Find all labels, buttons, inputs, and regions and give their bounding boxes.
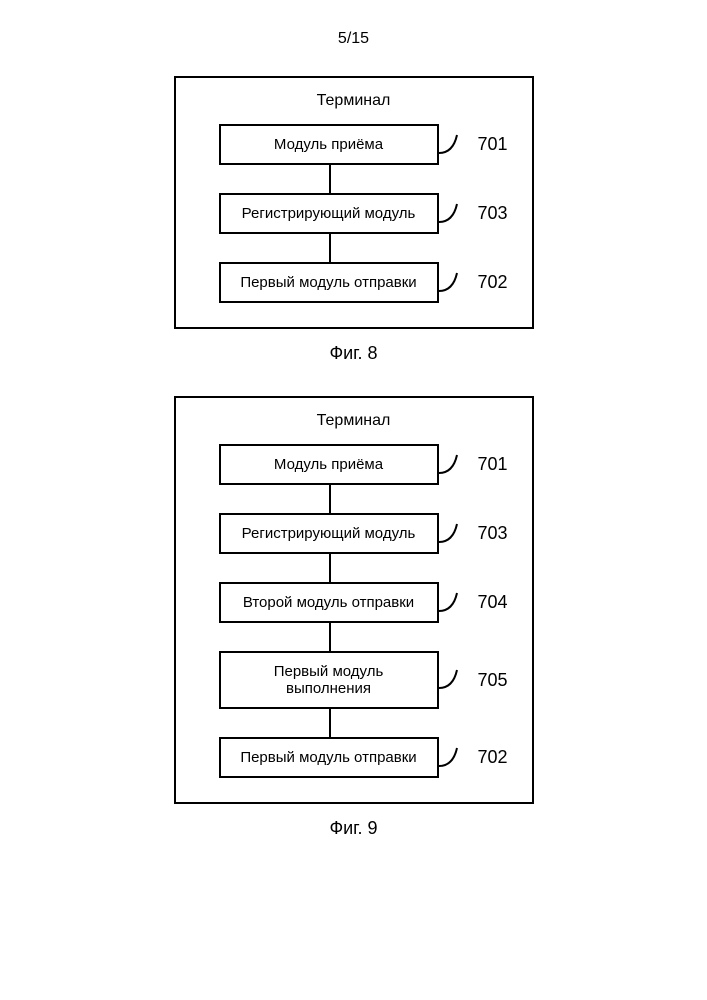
block-row: Второй модуль отправки 704 — [194, 582, 514, 623]
module-box: Второй модуль отправки — [219, 582, 439, 623]
figure-title: Терминал — [194, 92, 514, 110]
blocks-column: Модуль приёма 701 Регистрирующий модуль 703… — [194, 124, 514, 303]
leader-line — [439, 668, 461, 692]
leader-line — [439, 746, 461, 770]
module-box: Регистрирующий модуль — [219, 193, 439, 234]
module-box: Модуль приёма — [219, 124, 439, 165]
module-box: Регистрирующий модуль — [219, 513, 439, 554]
block-row: Первый модуль отправки 702 — [194, 737, 514, 778]
leader-line — [439, 133, 461, 157]
figure-caption: Фиг. 9 — [0, 818, 707, 839]
block-row: Модуль приёма 701 — [194, 124, 514, 165]
reference-number: 703 — [470, 523, 514, 544]
module-box: Модуль приёма — [219, 444, 439, 485]
module-box: Первый модуль отправки — [219, 737, 439, 778]
reference-number: 702 — [470, 747, 514, 768]
connector-line — [329, 165, 331, 193]
reference-number: 705 — [470, 670, 514, 691]
connector-line — [329, 485, 331, 513]
reference-number: 702 — [470, 272, 514, 293]
block-row: Регистрирующий модуль 703 — [194, 193, 514, 234]
reference-number: 701 — [470, 454, 514, 475]
blocks-column: Модуль приёма 701 Регистрирующий модуль 703… — [194, 444, 514, 778]
connector-line — [329, 623, 331, 651]
module-box: Первый модуль отправки — [219, 262, 439, 303]
module-box: Первый модуль выполнения — [219, 651, 439, 709]
leader-line — [439, 453, 461, 477]
reference-number: 701 — [470, 134, 514, 155]
leader-line — [439, 202, 461, 226]
leader-line — [439, 271, 461, 295]
connector-line — [329, 234, 331, 262]
leader-line — [439, 591, 461, 615]
figure-container: Терминал Модуль приёма 701 Регистрирующий м… — [174, 396, 534, 804]
figure-title: Терминал — [194, 412, 514, 430]
connector-line — [329, 709, 331, 737]
block-row: Регистрирующий модуль 703 — [194, 513, 514, 554]
reference-number: 704 — [470, 592, 514, 613]
block-row: Первый модуль отправки 702 — [194, 262, 514, 303]
figure-container: Терминал Модуль приёма 701 Регистрирующий м… — [174, 76, 534, 329]
block-row: Модуль приёма 701 — [194, 444, 514, 485]
reference-number: 703 — [470, 203, 514, 224]
page: 5/15 Терминал Модуль приёма 701 Регистрирую… — [0, 0, 707, 1000]
leader-line — [439, 522, 461, 546]
figure-caption: Фиг. 8 — [0, 343, 707, 364]
page-number: 5/15 — [0, 30, 707, 48]
connector-line — [329, 554, 331, 582]
block-row: Первый модуль выполнения 705 — [194, 651, 514, 709]
